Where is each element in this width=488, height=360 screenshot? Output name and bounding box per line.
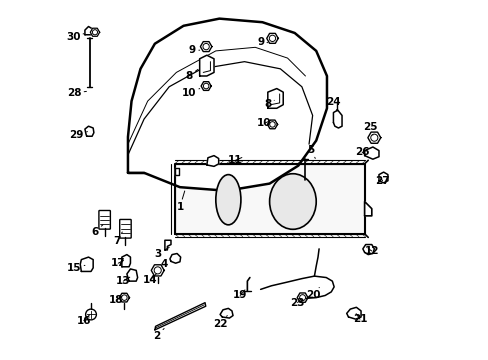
Polygon shape bbox=[85, 126, 94, 136]
Polygon shape bbox=[128, 19, 326, 191]
Text: 30: 30 bbox=[66, 32, 83, 42]
Text: 13: 13 bbox=[116, 276, 130, 286]
Polygon shape bbox=[122, 255, 130, 267]
Text: 5: 5 bbox=[306, 144, 315, 158]
Text: 9: 9 bbox=[188, 45, 199, 55]
Polygon shape bbox=[119, 293, 129, 302]
Text: 12: 12 bbox=[364, 246, 378, 256]
Text: 9: 9 bbox=[257, 37, 267, 47]
Text: 6: 6 bbox=[91, 225, 102, 237]
Polygon shape bbox=[267, 120, 277, 129]
Polygon shape bbox=[169, 253, 180, 263]
Text: 7: 7 bbox=[113, 232, 122, 246]
Polygon shape bbox=[364, 147, 378, 159]
Text: 8: 8 bbox=[185, 69, 198, 81]
Text: 4: 4 bbox=[160, 258, 170, 269]
Text: 1: 1 bbox=[176, 191, 184, 212]
Text: 2: 2 bbox=[153, 329, 164, 341]
Polygon shape bbox=[378, 172, 387, 183]
Polygon shape bbox=[151, 265, 164, 276]
Polygon shape bbox=[333, 110, 341, 128]
Text: 18: 18 bbox=[109, 295, 123, 305]
Text: 20: 20 bbox=[305, 288, 320, 301]
Text: 23: 23 bbox=[290, 298, 304, 308]
Polygon shape bbox=[220, 309, 233, 318]
Polygon shape bbox=[80, 257, 93, 271]
Text: 19: 19 bbox=[233, 290, 247, 301]
Text: 25: 25 bbox=[363, 122, 377, 135]
FancyBboxPatch shape bbox=[99, 211, 110, 229]
Polygon shape bbox=[266, 33, 278, 43]
Text: 29: 29 bbox=[69, 130, 87, 140]
Text: 22: 22 bbox=[212, 316, 227, 329]
Polygon shape bbox=[199, 55, 214, 76]
Polygon shape bbox=[201, 82, 211, 90]
Polygon shape bbox=[90, 28, 100, 36]
Text: 14: 14 bbox=[143, 274, 158, 285]
Text: 24: 24 bbox=[325, 97, 340, 111]
Text: 16: 16 bbox=[77, 315, 91, 325]
Polygon shape bbox=[126, 269, 137, 281]
Text: 10: 10 bbox=[182, 88, 199, 98]
Text: 17: 17 bbox=[111, 258, 125, 268]
Text: 27: 27 bbox=[374, 176, 389, 186]
Polygon shape bbox=[346, 307, 360, 319]
Polygon shape bbox=[155, 303, 205, 330]
Ellipse shape bbox=[269, 174, 316, 229]
FancyBboxPatch shape bbox=[120, 220, 131, 238]
Text: 28: 28 bbox=[67, 88, 86, 98]
Polygon shape bbox=[367, 132, 380, 143]
Ellipse shape bbox=[215, 175, 241, 225]
Polygon shape bbox=[206, 156, 218, 166]
Polygon shape bbox=[267, 89, 283, 108]
Polygon shape bbox=[85, 27, 92, 35]
Polygon shape bbox=[174, 164, 364, 234]
Polygon shape bbox=[362, 244, 373, 255]
Text: 26: 26 bbox=[354, 147, 368, 157]
Polygon shape bbox=[200, 42, 211, 51]
Polygon shape bbox=[364, 202, 371, 216]
Polygon shape bbox=[174, 168, 179, 175]
Polygon shape bbox=[164, 240, 171, 250]
Text: 21: 21 bbox=[352, 314, 366, 324]
Text: 15: 15 bbox=[67, 263, 85, 273]
Text: 10: 10 bbox=[257, 118, 271, 128]
Polygon shape bbox=[297, 293, 307, 302]
Text: 11: 11 bbox=[228, 155, 242, 165]
Text: 8: 8 bbox=[264, 99, 274, 109]
Text: 3: 3 bbox=[155, 247, 169, 258]
